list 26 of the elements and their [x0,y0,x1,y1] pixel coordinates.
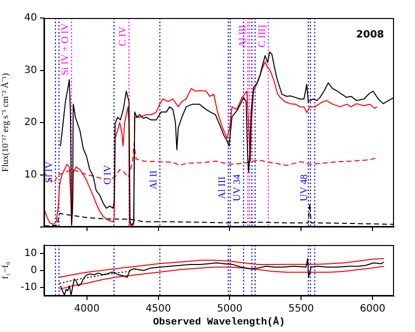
y-tick-label: 40 [24,12,37,24]
y-tick-label: 0 [30,265,37,276]
annotation: UV 34 [232,174,244,202]
y-tick-label: 20 [24,117,37,128]
annotation: Si IV [44,160,56,183]
annotation: C IV [102,164,114,185]
x-axis-title: Observed Wavelength(Å) [152,316,286,329]
x-tick-label: 5000 [216,304,242,315]
y-tick-label: 30 [24,64,37,76]
annotation: C IV [118,26,129,46]
x-tick-label: 4500 [146,304,172,315]
y-axis-title: f₁−f₀ [0,262,10,280]
annotation: Si IV + O IV [60,22,72,76]
x-tick-label: 5500 [288,304,314,315]
annotation: Al II [148,170,160,190]
annotation: 2008 [356,30,384,41]
y-tick-label: 10 [24,169,37,180]
annotation: Al III [237,25,248,48]
annotation: C III] [256,25,268,48]
x-tick-label: 4000 [74,304,100,315]
y-tick-label: -10 [20,282,37,294]
y-tick-label: 10 [24,248,37,260]
y-axis-title: Flux(10⁻¹⁷ erg s⁻¹ cm⁻² Å⁻¹) [0,73,10,172]
annotation: UV 48 [299,174,310,202]
x-tick-label: 6000 [360,304,386,315]
annotation: Al III [216,176,228,200]
